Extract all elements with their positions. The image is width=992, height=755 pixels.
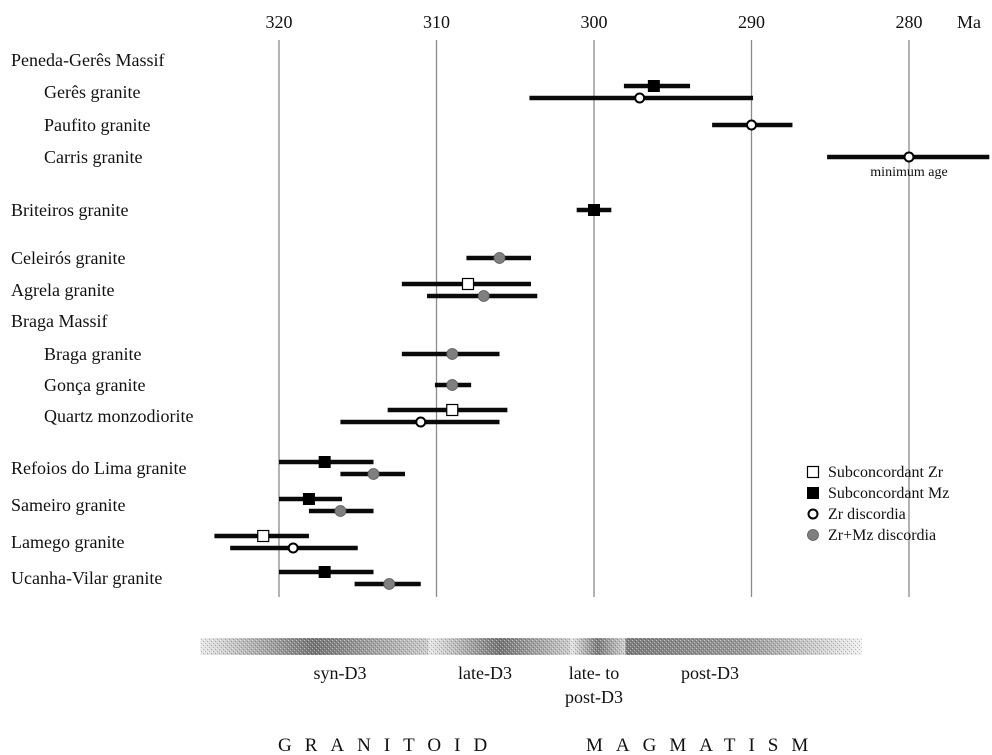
row-4: Briteiros granite	[11, 200, 612, 220]
phase-band-texture-2	[570, 638, 626, 655]
sample-rows: Peneda-Gerês Massif Gerês granite Paufito …	[11, 50, 990, 590]
tick-label-280: 280	[896, 12, 923, 32]
legend-marker	[807, 529, 819, 541]
marker-zr-discordia	[746, 119, 757, 131]
row-label: Briteiros granite	[11, 200, 128, 220]
row-label: Braga Massif	[11, 311, 107, 331]
row-2: Paufito granite	[44, 115, 793, 135]
row-5: Celeirós granite	[11, 248, 531, 268]
marker-zr-mz-discordia	[446, 379, 459, 391]
legend: Subconcordant Zr Subconcordant Mz Zr disco…	[806, 464, 949, 544]
phase-label: syn-D3	[314, 663, 367, 683]
phase-band-texture-3	[625, 638, 862, 655]
marker-subconcordant-mz	[318, 456, 331, 468]
row-label: Celeirós granite	[11, 248, 125, 268]
row-7: Braga Massif	[11, 311, 107, 331]
marker-zr-discordia	[903, 151, 915, 163]
marker-zr-discordia	[287, 542, 299, 554]
marker-zr-mz-discordia	[367, 468, 380, 480]
footer: GRANITOID MAGMATISM	[278, 735, 821, 755]
phase-label: post-D3	[681, 663, 739, 683]
row-10: Quartz monzodiorite	[44, 403, 508, 428]
row-label: Lamego granite	[11, 532, 124, 552]
row-9: Gonça granite	[44, 375, 472, 395]
marker-subconcordant-mz	[647, 80, 660, 92]
phase-band-texture-0	[200, 638, 429, 655]
marker-subconcordant-mz	[302, 493, 315, 505]
legend-marker	[806, 465, 820, 479]
tick-label-300: 300	[581, 12, 608, 32]
row-label: Agrela granite	[11, 280, 114, 300]
marker-zr-mz-discordia	[446, 348, 459, 360]
row-label: Paufito granite	[44, 115, 150, 135]
marker-zr-mz-discordia	[383, 578, 396, 590]
phase-label-line: post-D3	[565, 687, 623, 707]
marker-subconcordant-zr	[461, 277, 475, 291]
marker-subconcordant-zr	[446, 403, 459, 417]
row-1: Gerês granite	[44, 80, 754, 104]
phase-label-line: late- to	[569, 663, 619, 683]
x-axis-ticks: Ma 320 310 300 290 280	[266, 12, 982, 32]
marker-zr-discordia	[634, 92, 646, 104]
tick-label-310: 310	[423, 12, 450, 32]
phase-band-texture-1	[428, 638, 571, 655]
row-8: Braga granite	[44, 344, 500, 364]
footer-word: MAGMATISM	[586, 735, 821, 755]
row-label: Gonça granite	[44, 375, 145, 395]
row-label: Braga granite	[44, 344, 141, 364]
unit-label: Ma	[957, 12, 981, 32]
phase-bands: syn-D3 late-D3 late- to post-D3 post-D3	[200, 638, 862, 707]
row-6: Agrela granite	[11, 277, 538, 302]
row-label: Carris granite	[44, 147, 142, 167]
grid	[278, 40, 910, 597]
row-13: Lamego granite	[11, 529, 358, 554]
phase-label: late-D3	[458, 663, 512, 683]
marker-subconcordant-mz	[318, 566, 331, 578]
tick-label-290: 290	[738, 12, 765, 32]
row-label: Sameiro granite	[11, 495, 125, 515]
legend-entry-label: Zr discordia	[828, 506, 906, 523]
marker-zr-mz-discordia	[334, 505, 347, 517]
row-label: Quartz monzodiorite	[44, 406, 193, 426]
row-label: Gerês granite	[44, 82, 140, 102]
row-label: Refoios do Lima granite	[11, 458, 186, 478]
row-3: Carris granite minimum age	[44, 147, 990, 180]
marker-subconcordant-zr	[257, 529, 270, 543]
legend-entry-label: Subconcordant Zr	[828, 464, 944, 481]
legend-entry-label: Subconcordant Mz	[828, 485, 949, 502]
legend-entry-label: Zr+Mz discordia	[828, 527, 936, 544]
marker-zr-discordia	[415, 416, 427, 428]
footer-word: GRANITOID	[278, 735, 500, 755]
marker-zr-mz-discordia	[493, 252, 506, 264]
row-12: Sameiro granite	[11, 493, 374, 517]
row-14: Ucanha-Vilar granite	[11, 566, 421, 590]
marker-subconcordant-mz	[588, 204, 600, 216]
row-label: Ucanha-Vilar granite	[11, 568, 162, 588]
legend-marker	[807, 487, 819, 499]
row-11: Refoios do Lima granite	[11, 456, 405, 480]
row-0: Peneda-Gerês Massif	[11, 50, 164, 70]
tick-label-320: 320	[266, 12, 293, 32]
marker-zr-mz-discordia	[477, 290, 490, 302]
legend-marker	[807, 508, 819, 520]
row-label: Peneda-Gerês Massif	[11, 50, 164, 70]
row-note: minimum age	[870, 165, 947, 180]
